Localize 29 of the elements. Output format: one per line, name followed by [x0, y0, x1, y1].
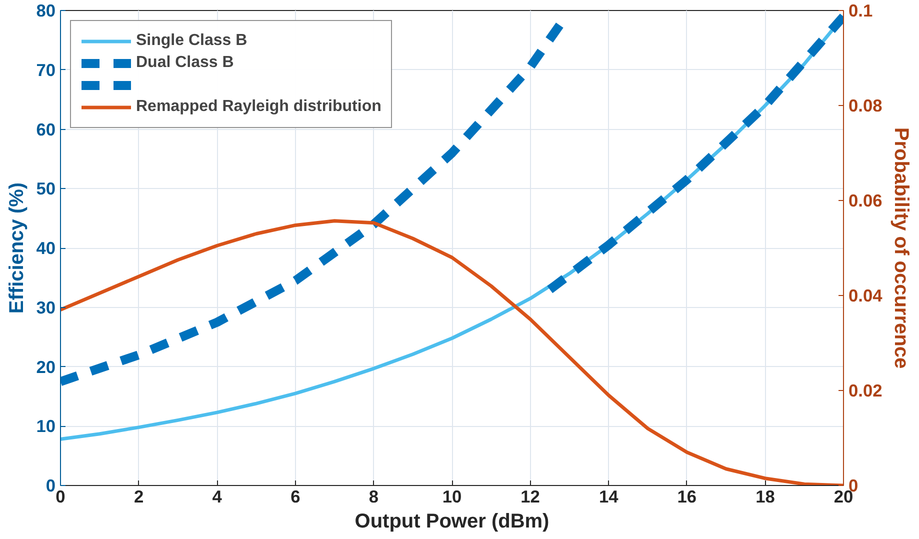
x-axis-title: Output Power (dBm) [354, 510, 550, 532]
y-tick-label: 60 [36, 119, 56, 140]
x-tick-label: 18 [756, 486, 776, 506]
line-series [60, 219, 844, 486]
x-tick-label: 4 [212, 486, 222, 506]
x-tick-label: 12 [520, 486, 540, 506]
x-tick-label: 10 [442, 486, 462, 506]
legend-label: Remapped Rayleigh distribution [136, 97, 382, 117]
x-tick-label: 16 [677, 486, 697, 506]
y-tick-label: 30 [36, 297, 56, 318]
y2-tick-label: 0.1 [848, 0, 873, 20]
x-tick-label: 8 [368, 486, 379, 506]
x-tick-label: 2 [134, 486, 144, 506]
y2-axis-title: Probability of occurrence [890, 127, 912, 369]
y2-tick-label: 0.06 [848, 190, 883, 210]
y-tick-label: 80 [36, 0, 56, 20]
y-tick-label: 40 [36, 238, 56, 258]
y-tick-label: 20 [36, 356, 56, 377]
y-tick-label: 50 [36, 178, 56, 199]
x-tick-label: 6 [290, 486, 301, 506]
y2-tick-label: 0.08 [848, 96, 883, 116]
y2-tick-label: 0.04 [848, 286, 883, 306]
x-tick-label: 14 [598, 486, 619, 506]
y-axis-title: Efficiency (%) [6, 182, 28, 314]
legend-label: Single Class B [136, 31, 248, 51]
y-tick-label: 70 [36, 60, 56, 80]
legend-label: Dual Class B [136, 53, 234, 73]
y2-tick-label: 0.02 [848, 380, 882, 400]
y-tick-label: 10 [36, 416, 56, 436]
